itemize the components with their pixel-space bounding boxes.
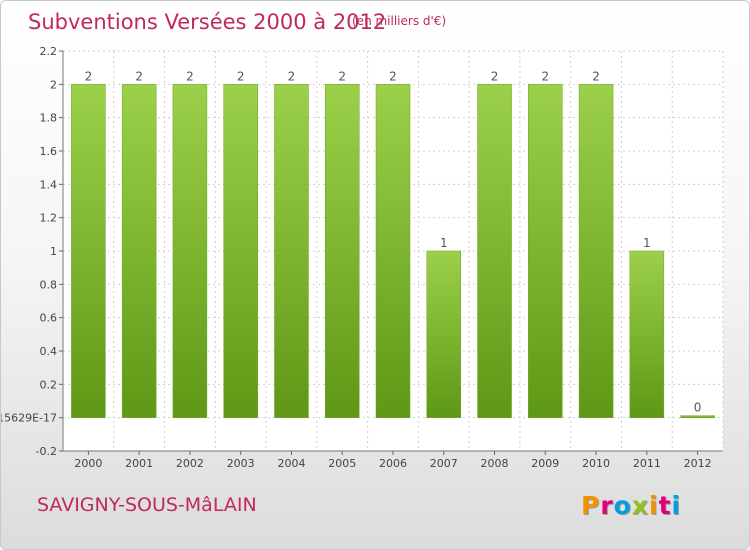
x-tick-label: 2002 — [176, 457, 204, 470]
bar — [121, 84, 157, 418]
y-tick-label: 0.4 — [40, 345, 58, 358]
bar — [223, 84, 258, 418]
y-tick-label: -1.5265566615629E-17 — [1, 412, 57, 425]
y-tick-label: 1 — [50, 245, 57, 258]
y-tick-label: -0.2 — [36, 445, 57, 458]
data-label: 2 — [85, 69, 93, 83]
bar — [578, 84, 614, 418]
y-tick-label: 0.8 — [40, 278, 58, 291]
proxiti-logo: Proxiti — [581, 491, 681, 520]
x-tick-label: 2009 — [531, 457, 559, 470]
x-tick-label: 2006 — [379, 457, 407, 470]
x-tick-label: 2011 — [633, 457, 661, 470]
x-tick-label: 2007 — [430, 457, 458, 470]
logo-letter: r — [600, 491, 614, 520]
logo-letter: i — [671, 491, 682, 520]
bar — [477, 84, 512, 418]
data-label: 1 — [643, 236, 651, 250]
data-label: 2 — [135, 69, 143, 83]
data-label: 2 — [389, 69, 397, 83]
x-tick-label: 2010 — [582, 457, 610, 470]
x-tick-label: 2008 — [481, 457, 509, 470]
data-label: 2 — [592, 69, 600, 83]
chart-unit-note: (en milliers d'€) — [352, 14, 447, 28]
data-label: 2 — [491, 69, 499, 83]
y-tick-label: 1.4 — [40, 178, 58, 191]
bar — [172, 84, 208, 418]
data-label: 2 — [237, 69, 245, 83]
data-label: 2 — [338, 69, 346, 83]
data-label: 2 — [186, 69, 194, 83]
y-tick-label: 1.2 — [40, 212, 58, 225]
data-label: 0 — [694, 401, 702, 415]
bar — [426, 250, 462, 418]
data-label: 1 — [440, 236, 448, 250]
bar — [274, 84, 309, 418]
bar — [375, 84, 411, 418]
logo-letter: t — [658, 491, 672, 520]
logo-letter: o — [613, 491, 632, 520]
x-tick-label: 2003 — [227, 457, 255, 470]
bar — [324, 84, 360, 418]
x-tick-label: 2001 — [125, 457, 153, 470]
bar — [629, 250, 665, 418]
chart-title: Subventions Versées 2000 à 2012 — [28, 10, 387, 34]
logo-letter: P — [581, 491, 601, 520]
y-tick-label: 0.2 — [40, 378, 58, 391]
bar — [528, 84, 563, 418]
y-tick-label: 1.8 — [40, 112, 58, 125]
data-label: 2 — [541, 69, 549, 83]
x-tick-label: 2004 — [277, 457, 305, 470]
data-label: 2 — [288, 69, 296, 83]
x-tick-label: 2012 — [684, 457, 712, 470]
x-tick-label: 2000 — [74, 457, 102, 470]
y-tick-label: 1.6 — [40, 145, 58, 158]
y-tick-label: 2.2 — [40, 45, 58, 58]
x-tick-label: 2005 — [328, 457, 356, 470]
logo-letter: i — [649, 491, 659, 520]
y-tick-label: 2 — [50, 78, 57, 91]
bar — [680, 415, 715, 418]
bar — [71, 84, 106, 418]
logo-letter: x — [631, 491, 649, 520]
y-tick-label: 0.6 — [40, 312, 58, 325]
commune-name: SAVIGNY-SOUS-MâLAIN — [37, 494, 257, 516]
